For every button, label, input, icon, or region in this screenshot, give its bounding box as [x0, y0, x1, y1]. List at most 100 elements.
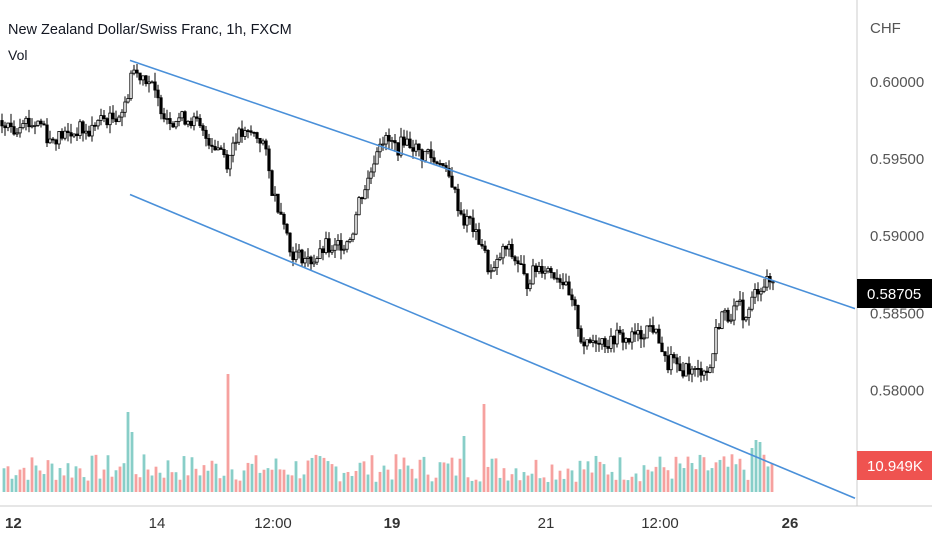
channel-line-upper[interactable] [129, 59, 856, 310]
candle [336, 234, 340, 251]
candle [651, 316, 655, 335]
candle [402, 129, 406, 148]
candle [189, 117, 193, 129]
candle [216, 140, 220, 151]
volume-bar [66, 463, 70, 492]
last-volume-badge: 10.949K [857, 451, 932, 480]
candle [621, 328, 625, 351]
volume-bar [726, 466, 730, 492]
volume-bar [594, 455, 598, 492]
candle [24, 116, 28, 131]
channel-line-lower[interactable] [129, 193, 856, 500]
candle [162, 107, 166, 123]
volume-bar [630, 476, 634, 492]
volume-bar [358, 462, 362, 492]
volume-bar [374, 481, 378, 492]
candle [591, 334, 595, 348]
candle [759, 287, 763, 302]
candle [153, 72, 157, 98]
candle [567, 275, 571, 296]
volume-bar [134, 474, 138, 492]
candle [150, 80, 154, 84]
volume-bar [698, 454, 702, 492]
volume-bar [50, 463, 54, 492]
time-axis[interactable]: 12 14 12:00 19 21 12:00 26 [5, 515, 798, 532]
candle [261, 138, 265, 146]
volume-bar [34, 465, 38, 492]
price-tick-label: 0.59500 [870, 151, 924, 168]
volume-indicator-label[interactable]: Vol [8, 47, 28, 63]
volume-bar [246, 462, 250, 492]
candle [51, 136, 55, 144]
volume-bar [286, 474, 290, 492]
candle [207, 133, 211, 150]
volume-bar [402, 457, 406, 492]
volume-bar [26, 479, 30, 492]
volume-bar [198, 475, 202, 492]
volume-bar [602, 464, 606, 492]
trend-channel[interactable] [129, 59, 856, 500]
candle [654, 328, 658, 335]
volume-bar [738, 458, 742, 492]
candle [117, 114, 121, 123]
candle [378, 138, 382, 158]
volume-bar [482, 404, 486, 492]
candle [741, 292, 745, 329]
volume-bar [210, 460, 214, 492]
volume-bar [74, 466, 78, 492]
candle [519, 255, 523, 266]
candle [30, 118, 34, 129]
volume-bar [434, 477, 438, 492]
volume-bar [466, 477, 470, 492]
volume-bar [394, 454, 398, 492]
symbol-title: New Zealand Dollar/Swiss Franc, 1h, FXCM [8, 22, 292, 38]
volume-bar [130, 432, 134, 492]
candle [318, 240, 322, 259]
volume-bar [322, 457, 326, 492]
candle [495, 254, 499, 275]
candle [351, 232, 355, 243]
volume-bar [106, 455, 110, 492]
candle [138, 72, 142, 85]
time-tick-label: 12:00 [254, 515, 292, 532]
volume-bar [262, 469, 266, 492]
volume-bar [98, 478, 102, 492]
price-tick-label: 0.58500 [870, 305, 924, 322]
candle [102, 109, 106, 123]
volume-bar [90, 455, 94, 492]
candle [456, 183, 460, 217]
price-axis[interactable]: 0.600000.595000.590000.585000.580000.575… [870, 74, 924, 476]
volume-bar [126, 412, 130, 492]
volume-bar [342, 472, 346, 492]
candle [39, 118, 43, 128]
volume-bar [10, 478, 14, 492]
candle [204, 126, 208, 147]
candle [156, 84, 160, 107]
volume-bar [338, 481, 342, 492]
volume-bar [294, 461, 298, 492]
volume-bar [326, 461, 330, 492]
candle [573, 296, 577, 311]
volume-bar [94, 454, 98, 492]
candle [708, 364, 712, 374]
volume-bar [230, 469, 234, 492]
volume-bar [350, 475, 354, 492]
candle [180, 110, 184, 122]
candle [735, 300, 739, 311]
candle [306, 248, 310, 267]
volume-bar [502, 468, 506, 492]
volume-bar [18, 469, 22, 492]
candle [132, 64, 136, 76]
candle [6, 122, 10, 132]
volume-bar [46, 460, 50, 492]
candle [390, 136, 394, 150]
volume-bar [102, 469, 106, 492]
volume-bar [734, 464, 738, 492]
candle [330, 245, 334, 255]
volume-bar [718, 459, 722, 492]
candle [693, 366, 697, 377]
volume-bar [314, 454, 318, 492]
volume-bar [770, 463, 774, 492]
